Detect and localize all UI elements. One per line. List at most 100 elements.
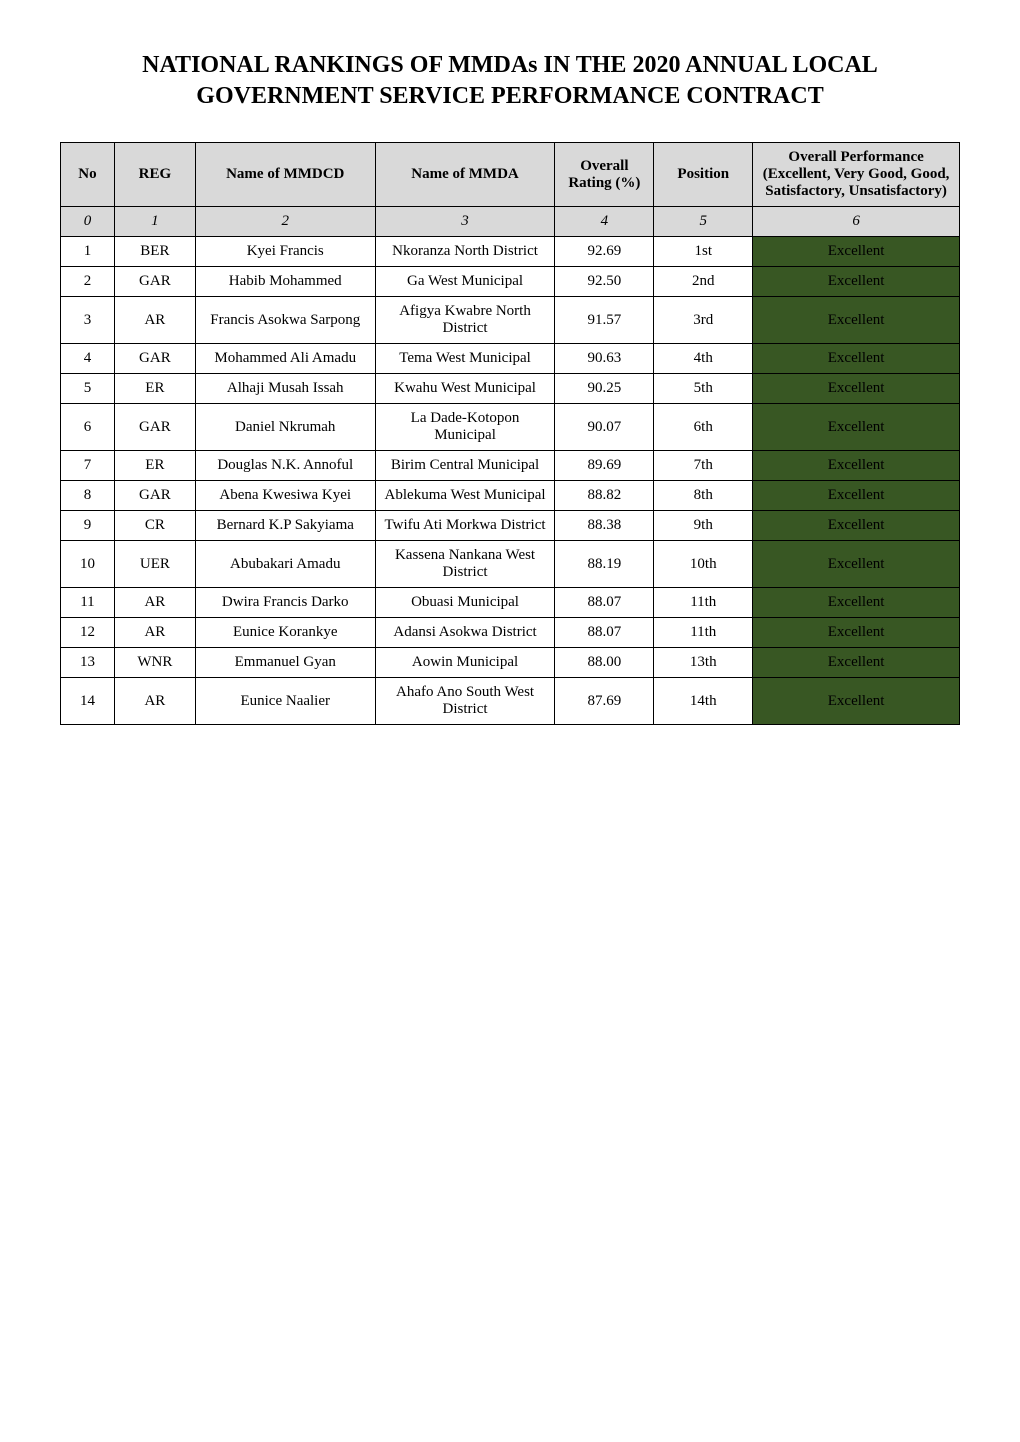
table-index-row: 0 1 2 3 4 5 6	[61, 207, 960, 237]
cell-reg: GAR	[114, 267, 195, 297]
table-body: 0 1 2 3 4 5 6 1BERKyei FrancisNkoranza N…	[61, 207, 960, 725]
index-cell: 4	[555, 207, 654, 237]
rankings-table: No REG Name of MMDCD Name of MMDA Overal…	[60, 142, 960, 725]
cell-pos: 4th	[654, 344, 753, 374]
cell-mmda: Afigya Kwabre North District	[375, 297, 555, 344]
cell-perf: Excellent	[753, 267, 960, 297]
cell-rating: 88.00	[555, 648, 654, 678]
cell-pos: 10th	[654, 541, 753, 588]
cell-pos: 11th	[654, 618, 753, 648]
cell-mmda: Ga West Municipal	[375, 267, 555, 297]
cell-mmdcd: Emmanuel Gyan	[195, 648, 375, 678]
cell-no: 12	[61, 618, 115, 648]
cell-perf: Excellent	[753, 588, 960, 618]
cell-mmdcd: Daniel Nkrumah	[195, 404, 375, 451]
cell-no: 11	[61, 588, 115, 618]
cell-no: 9	[61, 511, 115, 541]
cell-reg: ER	[114, 374, 195, 404]
cell-no: 10	[61, 541, 115, 588]
cell-mmdcd: Habib Mohammed	[195, 267, 375, 297]
cell-pos: 9th	[654, 511, 753, 541]
cell-reg: GAR	[114, 344, 195, 374]
cell-reg: BER	[114, 237, 195, 267]
table-row: 12AREunice KorankyeAdansi Asokwa Distric…	[61, 618, 960, 648]
col-header-no: No	[61, 143, 115, 207]
table-row: 8GARAbena Kwesiwa KyeiAblekuma West Muni…	[61, 481, 960, 511]
cell-rating: 88.07	[555, 618, 654, 648]
cell-perf: Excellent	[753, 404, 960, 451]
table-row: 13WNREmmanuel GyanAowin Municipal88.0013…	[61, 648, 960, 678]
col-header-perf: Overall Performance (Excellent, Very Goo…	[753, 143, 960, 207]
cell-rating: 88.82	[555, 481, 654, 511]
cell-mmdcd: Douglas N.K. Annoful	[195, 451, 375, 481]
cell-reg: AR	[114, 297, 195, 344]
cell-perf: Excellent	[753, 481, 960, 511]
table-header-row: No REG Name of MMDCD Name of MMDA Overal…	[61, 143, 960, 207]
table-row: 2GARHabib MohammedGa West Municipal92.50…	[61, 267, 960, 297]
cell-perf: Excellent	[753, 678, 960, 725]
cell-perf: Excellent	[753, 541, 960, 588]
cell-perf: Excellent	[753, 374, 960, 404]
cell-pos: 8th	[654, 481, 753, 511]
cell-mmda: Twifu Ati Morkwa District	[375, 511, 555, 541]
cell-mmda: Tema West Municipal	[375, 344, 555, 374]
page-title: NATIONAL RANKINGS OF MMDAs IN THE 2020 A…	[60, 50, 960, 112]
cell-rating: 92.69	[555, 237, 654, 267]
cell-mmda: Ahafo Ano South West District	[375, 678, 555, 725]
cell-pos: 13th	[654, 648, 753, 678]
table-row: 4GARMohammed Ali AmaduTema West Municipa…	[61, 344, 960, 374]
col-header-rating: Overall Rating (%)	[555, 143, 654, 207]
cell-mmda: Aowin Municipal	[375, 648, 555, 678]
cell-mmdcd: Abubakari Amadu	[195, 541, 375, 588]
index-cell: 2	[195, 207, 375, 237]
cell-reg: WNR	[114, 648, 195, 678]
cell-mmdcd: Eunice Korankye	[195, 618, 375, 648]
table-row: 7ERDouglas N.K. AnnofulBirim Central Mun…	[61, 451, 960, 481]
cell-reg: GAR	[114, 404, 195, 451]
cell-pos: 5th	[654, 374, 753, 404]
cell-pos: 1st	[654, 237, 753, 267]
index-cell: 5	[654, 207, 753, 237]
index-cell: 0	[61, 207, 115, 237]
cell-perf: Excellent	[753, 618, 960, 648]
cell-reg: AR	[114, 588, 195, 618]
table-row: 11ARDwira Francis DarkoObuasi Municipal8…	[61, 588, 960, 618]
cell-perf: Excellent	[753, 451, 960, 481]
table-row: 5ERAlhaji Musah IssahKwahu West Municipa…	[61, 374, 960, 404]
cell-mmdcd: Alhaji Musah Issah	[195, 374, 375, 404]
cell-reg: UER	[114, 541, 195, 588]
cell-mmdcd: Bernard K.P Sakyiama	[195, 511, 375, 541]
cell-rating: 91.57	[555, 297, 654, 344]
col-header-mmdcd: Name of MMDCD	[195, 143, 375, 207]
cell-rating: 90.63	[555, 344, 654, 374]
col-header-reg: REG	[114, 143, 195, 207]
cell-no: 6	[61, 404, 115, 451]
table-row: 9CRBernard K.P SakyiamaTwifu Ati Morkwa …	[61, 511, 960, 541]
index-cell: 6	[753, 207, 960, 237]
cell-rating: 90.25	[555, 374, 654, 404]
table-row: 6GARDaniel NkrumahLa Dade-Kotopon Munici…	[61, 404, 960, 451]
cell-mmda: Adansi Asokwa District	[375, 618, 555, 648]
cell-mmdcd: Dwira Francis Darko	[195, 588, 375, 618]
index-cell: 1	[114, 207, 195, 237]
cell-no: 3	[61, 297, 115, 344]
index-cell: 3	[375, 207, 555, 237]
cell-mmda: Obuasi Municipal	[375, 588, 555, 618]
cell-mmda: Ablekuma West Municipal	[375, 481, 555, 511]
cell-mmda: Birim Central Municipal	[375, 451, 555, 481]
cell-pos: 14th	[654, 678, 753, 725]
cell-mmdcd: Mohammed Ali Amadu	[195, 344, 375, 374]
cell-no: 2	[61, 267, 115, 297]
cell-no: 8	[61, 481, 115, 511]
col-header-pos: Position	[654, 143, 753, 207]
table-row: 3ARFrancis Asokwa SarpongAfigya Kwabre N…	[61, 297, 960, 344]
cell-rating: 88.19	[555, 541, 654, 588]
cell-pos: 6th	[654, 404, 753, 451]
table-row: 1BERKyei FrancisNkoranza North District9…	[61, 237, 960, 267]
cell-rating: 90.07	[555, 404, 654, 451]
cell-no: 14	[61, 678, 115, 725]
cell-rating: 89.69	[555, 451, 654, 481]
cell-reg: CR	[114, 511, 195, 541]
col-header-mmda: Name of MMDA	[375, 143, 555, 207]
cell-mmdcd: Francis Asokwa Sarpong	[195, 297, 375, 344]
